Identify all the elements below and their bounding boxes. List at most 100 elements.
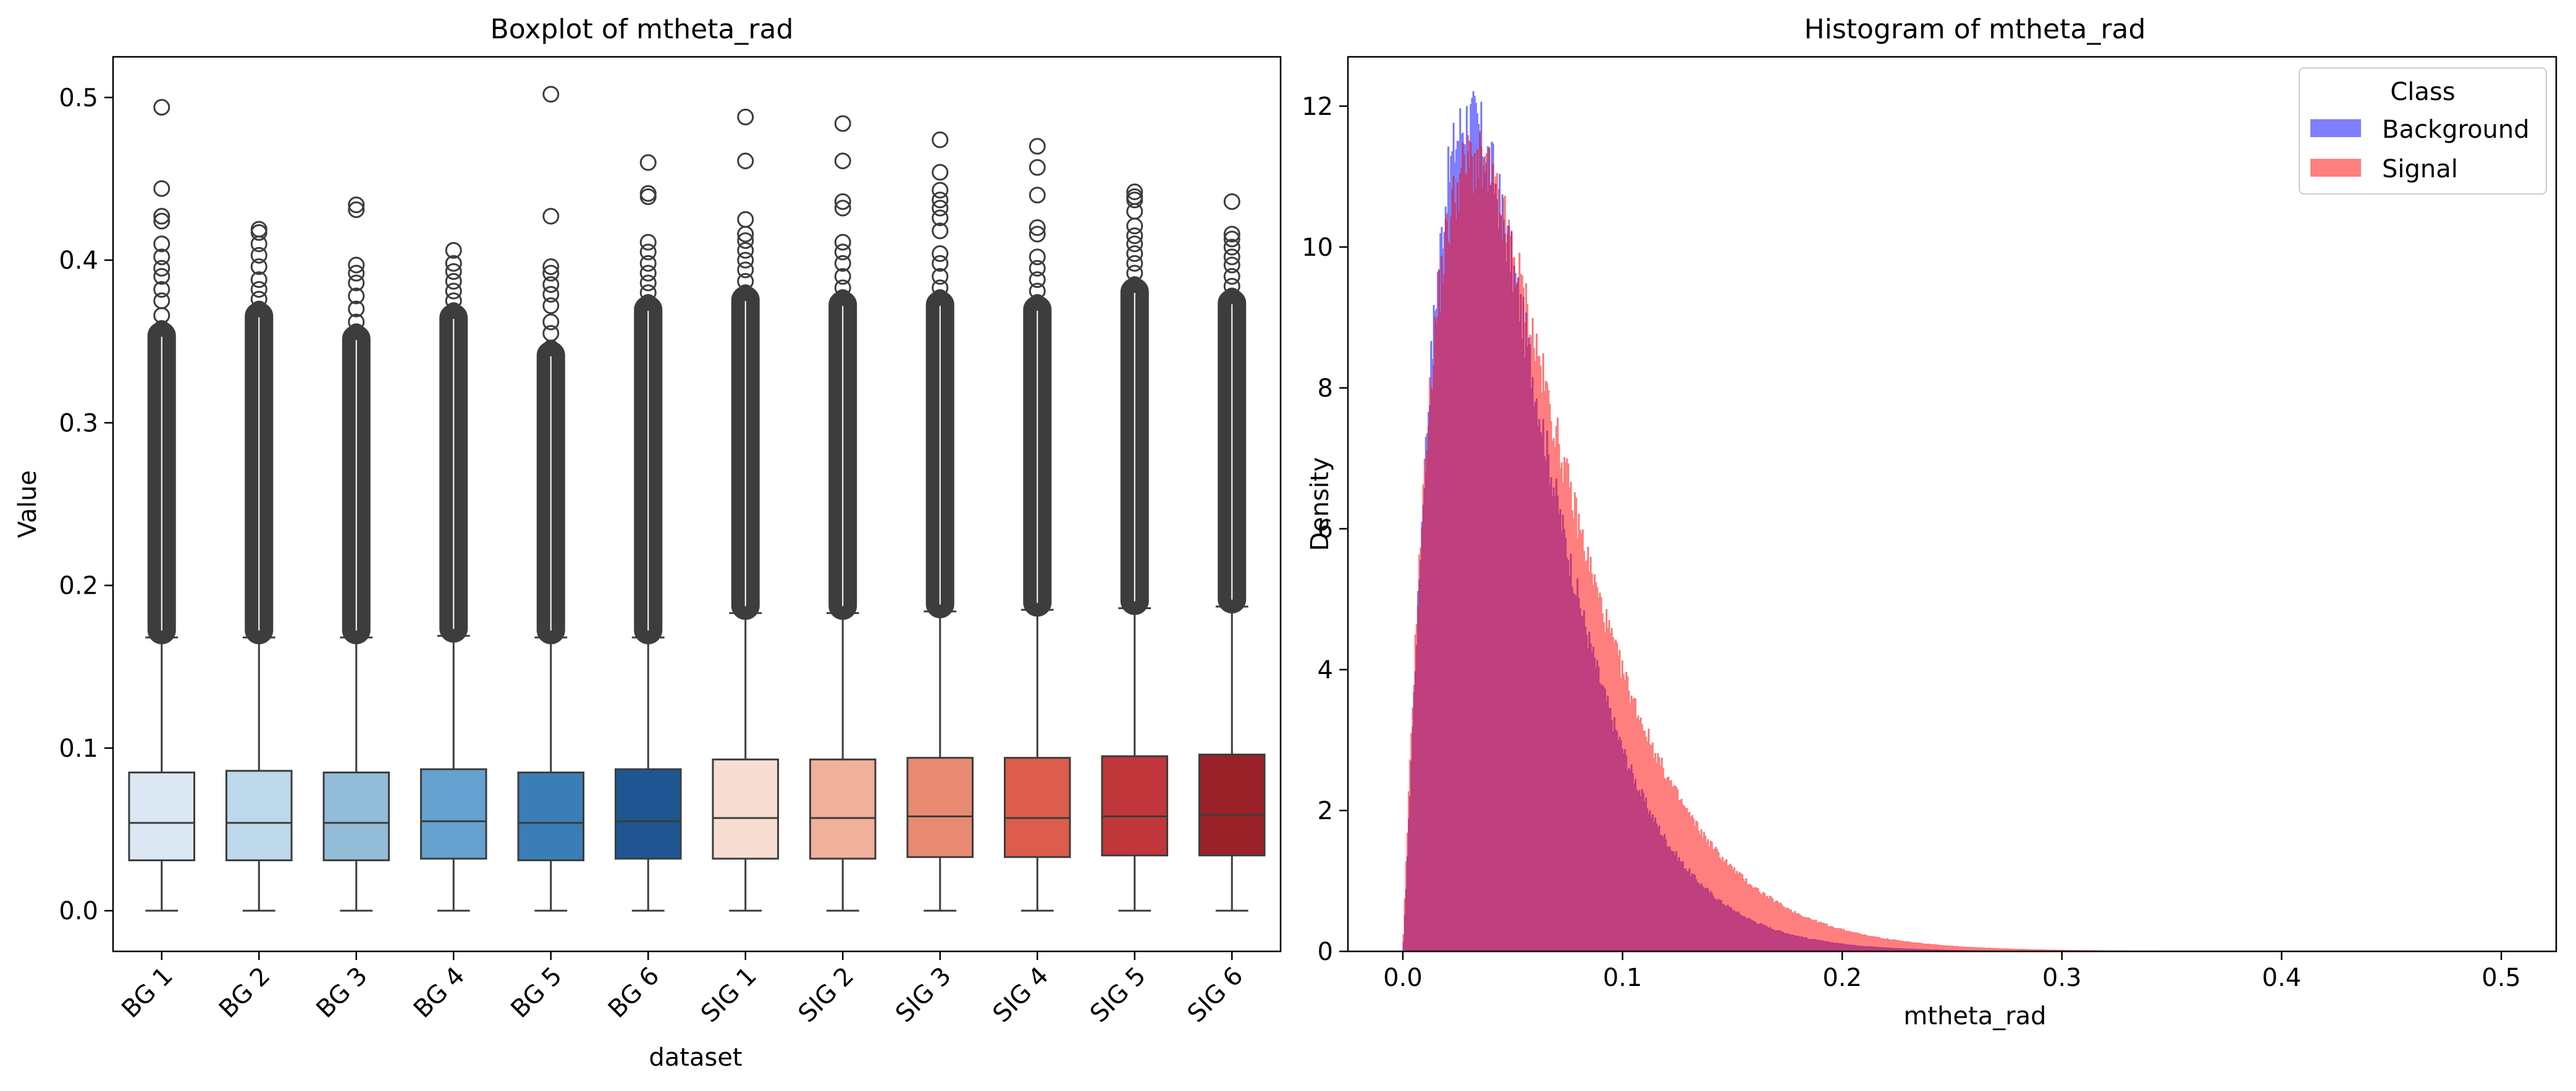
flier-point [737, 152, 754, 169]
box-bg-4 [419, 242, 487, 912]
flier-point [250, 258, 267, 276]
box-iqr [712, 758, 780, 860]
box-iqr [1101, 755, 1169, 857]
flier-point [932, 164, 949, 181]
flier-point [153, 292, 170, 310]
flier-point [250, 290, 267, 308]
dense-fliers [1218, 289, 1247, 613]
flier-point [348, 201, 365, 218]
flier-point [1029, 282, 1046, 300]
flier-point [834, 193, 851, 210]
flier-point [1029, 187, 1046, 204]
flier-point [542, 325, 560, 342]
box-iqr [1198, 753, 1266, 857]
flier-point [932, 279, 949, 297]
flier-point [1126, 217, 1143, 235]
histogram-axes-frame [1347, 56, 2557, 953]
flier-point [1126, 255, 1143, 272]
flier-point [932, 289, 949, 306]
x-tick-label: BG 2 [214, 962, 276, 1024]
flier-point [348, 256, 365, 274]
x-tick-label: 0.3 [2042, 964, 2082, 992]
box-bg-1 [128, 99, 196, 912]
dense-fliers [536, 341, 565, 644]
flier-point [153, 235, 170, 253]
flier-point [932, 192, 949, 209]
histogram-x-axis-label: mtheta_rad [1903, 1002, 2046, 1030]
box-iqr [1003, 757, 1071, 858]
flier-point [1029, 225, 1046, 243]
boxplot-x-axis-label: dataset [649, 1043, 742, 1072]
x-tick-label: SIG 6 [1182, 962, 1249, 1029]
flier-point [542, 313, 560, 331]
flier-point [1223, 277, 1240, 295]
flier-point [1126, 227, 1143, 245]
flier-point [542, 339, 560, 356]
dense-fliers [147, 321, 176, 644]
x-tick-label: SIG 2 [793, 962, 860, 1029]
box-bg-5 [517, 86, 585, 912]
box-iqr [322, 771, 390, 862]
flier-point [932, 222, 949, 240]
boxplot-chart: Boxplot of mtheta_rad 0.0 0.1 0.2 0.3 0.4 0.5… [14, 14, 1282, 1072]
flier-point [153, 180, 170, 197]
flier-point [834, 279, 851, 297]
box-sig-1 [712, 108, 780, 912]
histogram-series-signal [1402, 130, 2503, 952]
box-iqr [128, 771, 196, 862]
flier-point [445, 282, 462, 300]
flier-point [1223, 230, 1240, 248]
flier-point [1126, 192, 1143, 209]
x-tick-label: BG 6 [603, 962, 665, 1024]
flier-point [1223, 256, 1240, 274]
dense-fliers [245, 302, 274, 644]
flier-point [932, 200, 949, 217]
box-sig-5 [1101, 183, 1169, 912]
dense-fliers [439, 303, 468, 643]
boxplot-y-axis-label: Value [14, 470, 42, 538]
y-tick-label: 0.4 [59, 246, 98, 275]
x-tick-label: 0.4 [2262, 964, 2302, 992]
flier-point [1223, 287, 1240, 305]
flier-point [1126, 245, 1143, 263]
flier-point [348, 196, 365, 214]
flier-point [542, 297, 560, 314]
legend-swatch-background [2310, 119, 2361, 137]
box-sig-6 [1198, 193, 1266, 912]
flier-point [250, 246, 267, 264]
flier-point [153, 208, 170, 225]
flier-point [1126, 203, 1143, 220]
x-tick-label: BG 1 [116, 962, 178, 1024]
legend-swatch-signal [2310, 159, 2361, 177]
flier-point [737, 284, 754, 301]
flier-point [1223, 225, 1240, 243]
flier-point [1223, 238, 1240, 256]
flier-point [639, 188, 657, 205]
flier-point [737, 232, 754, 249]
y-tick-label: 6 [1318, 515, 1333, 544]
flier-point [153, 267, 170, 285]
flier-point [542, 258, 560, 276]
flier-point [932, 209, 949, 227]
flier-point [834, 267, 851, 285]
flier-point [932, 255, 949, 272]
flier-point [834, 200, 851, 217]
boxplot-x-axis: BG 1 BG 2 BG 3 BG 4 BG 5 BG 6 SIG 1 SIG 2 SIG 3 S… [116, 951, 1248, 1028]
flier-point [834, 152, 851, 169]
histogram-title: Histogram of mtheta_rad [1804, 14, 2146, 45]
flier-point [737, 108, 754, 125]
x-tick-label: BG 4 [408, 962, 470, 1024]
flier-point [1126, 276, 1143, 293]
dense-fliers [731, 285, 760, 620]
y-tick-label: 4 [1318, 656, 1333, 685]
x-tick-label: SIG 1 [696, 962, 762, 1029]
boxplot-title: Boxplot of mtheta_rad [490, 14, 794, 45]
flier-point [348, 300, 365, 318]
flier-point [153, 99, 170, 116]
boxplot-plot-area [128, 86, 1266, 912]
histogram-x-axis: 0.0 0.1 0.2 0.3 0.4 0.5 [1383, 951, 2521, 992]
box-sig-3 [906, 131, 974, 912]
box-iqr [614, 768, 682, 860]
flier-point [1029, 294, 1046, 311]
